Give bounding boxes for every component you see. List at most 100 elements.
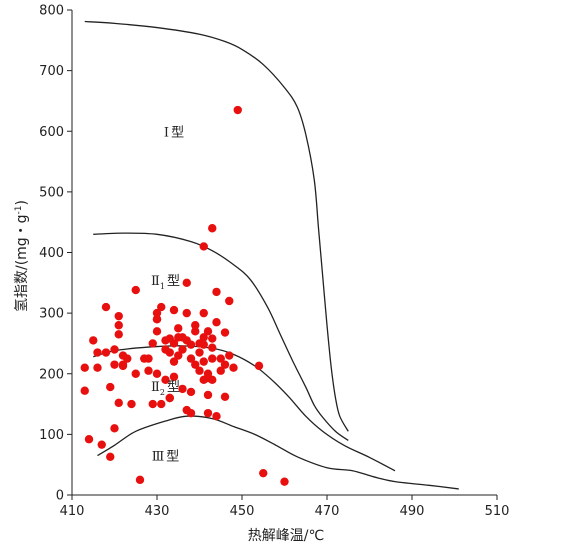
data-point xyxy=(114,311,123,321)
data-point xyxy=(84,435,94,444)
type-label: Ⅱ1 型 xyxy=(151,274,180,291)
data-point xyxy=(131,285,140,295)
data-point xyxy=(123,354,132,363)
data-point xyxy=(157,302,166,312)
y-tick-label: 800 xyxy=(39,4,64,19)
x-tick-label: 490 xyxy=(400,504,425,519)
boundary-curves xyxy=(84,20,459,490)
data-point xyxy=(182,308,191,318)
data-point xyxy=(220,360,230,369)
y-tick-label: 700 xyxy=(39,64,64,79)
data-point xyxy=(140,354,149,363)
data-point xyxy=(169,357,179,366)
y-tick-label: 600 xyxy=(39,125,64,140)
data-point xyxy=(127,399,136,409)
data-point xyxy=(169,372,179,381)
data-point xyxy=(212,287,221,297)
tick-marks xyxy=(67,9,498,500)
data-point xyxy=(148,339,157,348)
type-ii2-boundary-curve xyxy=(93,345,396,472)
data-point xyxy=(157,399,166,409)
type-label: Ⅱ2 型 xyxy=(151,380,180,397)
data-point xyxy=(93,363,102,372)
x-tick-labels: 410 430 450 470 490 510 xyxy=(60,504,510,519)
data-point xyxy=(259,468,268,478)
data-point xyxy=(106,452,115,462)
data-point xyxy=(191,327,200,336)
type-label-numeral: Ⅰ xyxy=(164,125,169,140)
data-point xyxy=(182,278,191,288)
data-point xyxy=(186,387,196,397)
type-label-numeral: Ⅲ xyxy=(152,450,165,465)
y-axis-title: 氢指数/(mg・g-1) xyxy=(14,200,30,312)
data-point xyxy=(203,408,213,418)
data-point xyxy=(199,340,208,349)
data-point xyxy=(208,354,217,363)
type-ii1-boundary-curve xyxy=(93,232,349,441)
data-point xyxy=(80,386,89,395)
data-point xyxy=(118,360,128,369)
data-point xyxy=(152,308,162,318)
x-tick-label: 450 xyxy=(230,504,255,519)
data-point xyxy=(169,339,179,348)
y-tick-label: 300 xyxy=(39,307,64,322)
data-point xyxy=(208,224,217,233)
data-point xyxy=(110,424,119,433)
data-point xyxy=(216,366,225,375)
x-axis-title: 热解峰温/℃ xyxy=(248,528,324,544)
data-point xyxy=(212,411,221,421)
data-point xyxy=(220,392,230,401)
data-point xyxy=(174,351,183,360)
type-label-suffix: 型 xyxy=(167,380,180,395)
x-tick-label: 470 xyxy=(315,504,340,519)
data-point xyxy=(161,375,170,385)
data-point xyxy=(110,360,119,369)
data-point xyxy=(131,369,140,378)
data-point xyxy=(152,327,162,336)
x-tick-label: 430 xyxy=(145,504,170,519)
data-point xyxy=(208,343,217,352)
data-point xyxy=(148,399,157,409)
data-point xyxy=(186,408,196,418)
data-point xyxy=(101,302,111,312)
type-iii-boundary-curve xyxy=(97,415,459,490)
data-point xyxy=(199,357,208,366)
data-point xyxy=(225,296,234,306)
data-point xyxy=(106,382,115,392)
data-point xyxy=(220,328,230,337)
data-point xyxy=(203,390,213,400)
type-label-suffix: 型 xyxy=(167,274,180,289)
data-point xyxy=(191,321,200,330)
data-point xyxy=(152,369,162,378)
data-point xyxy=(89,336,98,345)
data-point xyxy=(216,354,225,363)
data-point xyxy=(199,242,208,251)
data-point xyxy=(80,363,89,372)
type-i-boundary-curve xyxy=(84,20,349,432)
y-axis-title-sup: -1 xyxy=(14,205,24,214)
data-point xyxy=(144,366,153,375)
axes xyxy=(71,10,497,496)
data-point xyxy=(195,366,204,375)
data-point xyxy=(174,324,183,333)
data-point xyxy=(101,348,111,357)
type-label-numeral: Ⅱ xyxy=(151,380,160,395)
data-point xyxy=(114,398,123,408)
data-point xyxy=(114,330,123,339)
data-point xyxy=(135,475,145,485)
y-tick-label: 100 xyxy=(39,428,64,443)
x-tick-label: 510 xyxy=(485,504,510,519)
y-axis-title-end: ) xyxy=(14,200,30,205)
data-point xyxy=(280,477,289,486)
data-point xyxy=(165,393,174,403)
y-tick-label: 200 xyxy=(39,367,64,382)
data-point xyxy=(203,327,213,336)
data-point xyxy=(169,305,179,315)
data-point xyxy=(186,354,196,363)
y-axis-title-main: 氢指数/(mg・g xyxy=(14,214,30,312)
data-point xyxy=(110,345,119,354)
